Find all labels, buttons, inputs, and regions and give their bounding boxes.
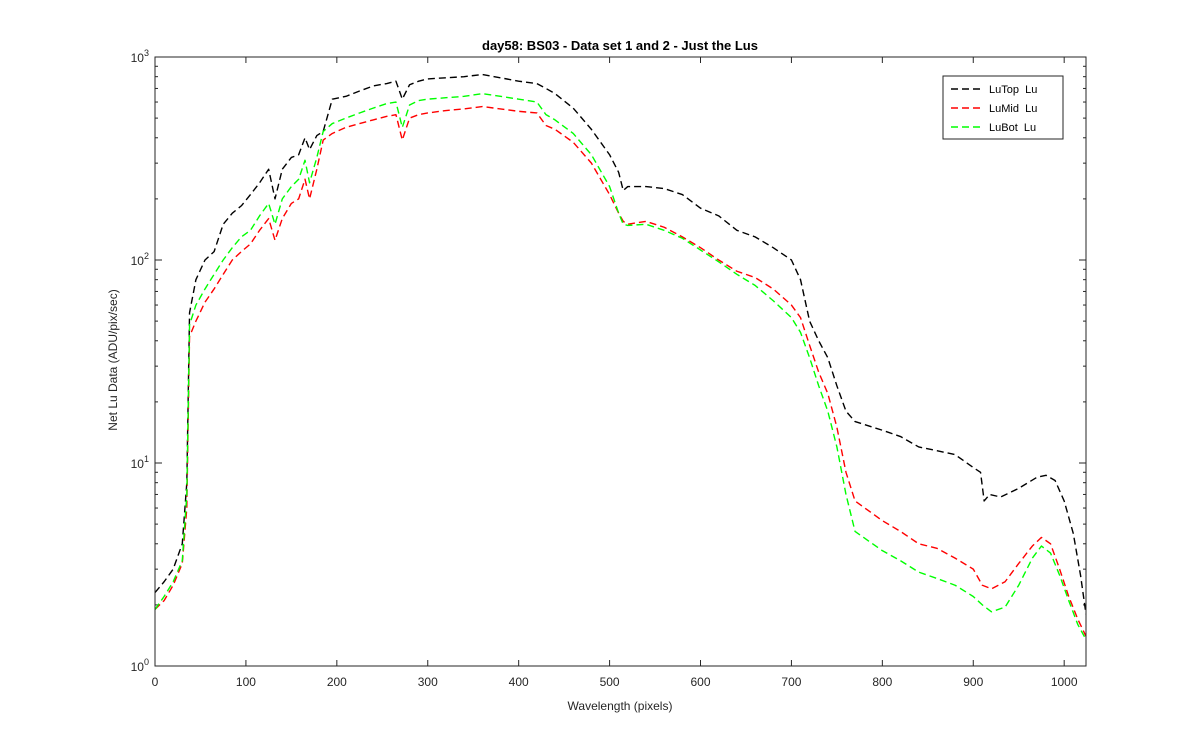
x-tick-label: 500 — [600, 675, 620, 689]
x-ticks: 0 100 200 300 400 500 600 700 800 900 1000 — [152, 57, 1078, 689]
x-tick-label: 600 — [690, 675, 710, 689]
x-tick-label: 300 — [418, 675, 438, 689]
series-line-3 — [155, 92, 1086, 640]
x-tick-label: 400 — [509, 675, 529, 689]
series-line-1 — [155, 73, 1086, 615]
y-tick-label: 101 — [131, 454, 149, 471]
legend: LuTop Lu LuMid Lu LuBot Lu — [942, 75, 1064, 140]
x-tick-label: 900 — [963, 675, 983, 689]
legend-label-2: LuMid Lu — [989, 103, 1037, 115]
legend-label-3: LuBot Lu — [989, 122, 1036, 134]
legend-label-1: LuTop Lu — [989, 84, 1037, 96]
x-tick-label: 100 — [236, 675, 256, 689]
chart-title: day58: BS03 - Data set 1 and 2 - Just th… — [482, 38, 758, 53]
x-tick-label: 700 — [781, 675, 801, 689]
x-tick-label: 0 — [152, 675, 159, 689]
x-tick-label: 800 — [872, 675, 892, 689]
plot-lines — [155, 73, 1086, 640]
y-tick-label: 100 — [131, 657, 149, 674]
plot-frame — [154, 56, 1087, 667]
y-tick-label: 103 — [131, 48, 149, 65]
y-axis-label: Net Lu Data (ADU/pix/sec) — [106, 289, 120, 430]
series-line-2 — [155, 105, 1086, 637]
x-axis-label: Wavelength (pixels) — [568, 699, 673, 713]
x-tick-label: 200 — [327, 675, 347, 689]
y-tick-label: 102 — [131, 251, 149, 268]
x-tick-label: 1000 — [1051, 675, 1078, 689]
